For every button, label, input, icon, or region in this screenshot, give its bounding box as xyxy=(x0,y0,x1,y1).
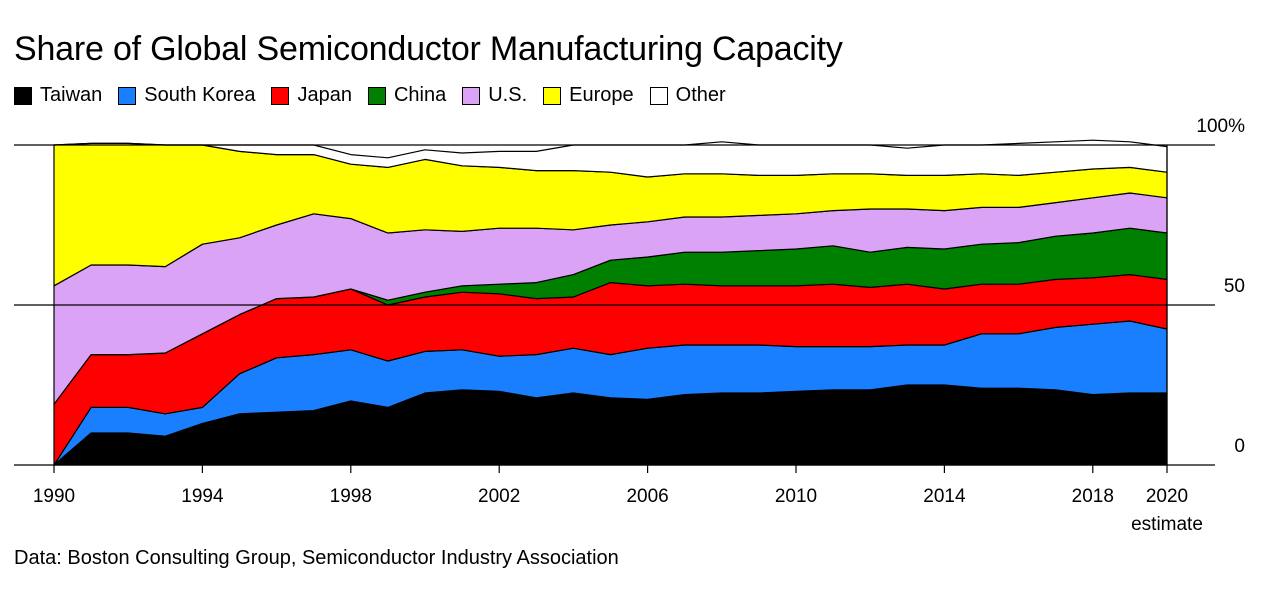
legend-label-japan: Japan xyxy=(297,84,352,106)
legend-swatch-china xyxy=(367,86,386,105)
legend-item-china: China xyxy=(367,84,447,107)
x-tick-note-estimate: estimate xyxy=(1131,514,1203,535)
legend-swatch-taiwan xyxy=(14,86,32,105)
legend-swatch-us xyxy=(462,86,481,105)
legend-label-europe: Europe xyxy=(569,84,634,106)
source-note: Data: Boston Consulting Group, Semicondu… xyxy=(14,547,619,569)
y-tick-label-0: 0 xyxy=(1234,436,1245,457)
legend-swatch-japan xyxy=(271,86,290,105)
x-tick-label-2020: 2020 xyxy=(1146,486,1188,507)
x-tick-label-1994: 1994 xyxy=(181,486,224,507)
y-tick-label-100: 100% xyxy=(1196,116,1245,137)
legend-swatch-south-korea xyxy=(118,86,137,105)
legend-item-japan: Japan xyxy=(271,84,352,107)
legend: Taiwan South Korea Japan China U.S. Euro… xyxy=(14,84,742,107)
legend-item-europe: Europe xyxy=(543,84,634,107)
x-tick-label-2002: 2002 xyxy=(478,486,520,507)
legend-label-taiwan: Taiwan xyxy=(40,84,103,106)
legend-item-south-korea: South Korea xyxy=(118,84,255,107)
legend-item-taiwan: Taiwan xyxy=(14,84,102,107)
legend-label-china: China xyxy=(393,84,447,106)
legend-item-us: U.S. xyxy=(462,84,527,107)
legend-item-other: Other xyxy=(649,84,726,107)
x-tick-label-2014: 2014 xyxy=(923,486,966,507)
chart-title: Share of Global Semiconductor Manufactur… xyxy=(14,30,843,68)
gridlines xyxy=(14,144,1215,466)
legend-swatch-europe xyxy=(543,86,562,105)
axes xyxy=(53,145,1168,473)
y-tick-label-50: 50 xyxy=(1224,276,1245,297)
legend-label-other: Other xyxy=(675,84,726,106)
area-series-group xyxy=(53,139,1168,466)
tick-labels: 1990 1994 1998 2002 2006 2010 2014 2018 2020 esti… xyxy=(33,116,1245,535)
legend-swatch-other xyxy=(649,86,668,105)
x-tick-label-2006: 2006 xyxy=(626,486,668,507)
x-tick-label-2010: 2010 xyxy=(775,486,817,507)
x-tick-label-1998: 1998 xyxy=(330,486,372,507)
x-tick-label-1990: 1990 xyxy=(33,486,75,507)
legend-label-south-korea: South Korea xyxy=(144,84,256,106)
legend-label-us: U.S. xyxy=(488,84,528,106)
x-tick-label-2018: 2018 xyxy=(1072,486,1114,507)
